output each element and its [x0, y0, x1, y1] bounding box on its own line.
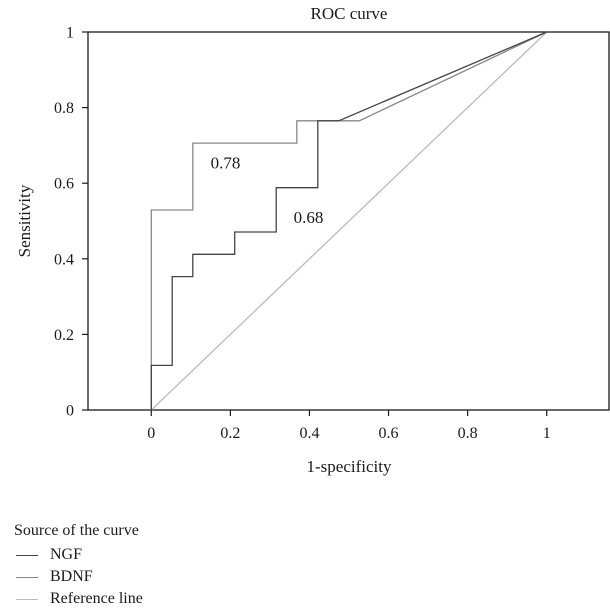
x-tick-label: 0	[147, 425, 155, 442]
x-tick-label: 0.2	[220, 425, 240, 442]
roc-chart: ROC curve 0 0.2 0.4 0.6 0.8 1 00.20.40.60.81 …	[15, 4, 610, 476]
y-tick-label: 0.4	[54, 251, 74, 268]
plot-frame	[87, 31, 610, 411]
x-tick-label: 1	[543, 425, 551, 442]
y-tick-label: 0.2	[54, 327, 74, 344]
legend-label: NGF	[50, 546, 83, 563]
x-axis: 0 0.2 0.4 0.6 0.8 1	[147, 410, 551, 442]
series-line-reference-line	[150, 31, 548, 411]
legend-swatch	[16, 598, 38, 600]
legend-item-ngf: NGF	[14, 544, 143, 566]
y-tick-label: 0.6	[54, 176, 74, 193]
series-line-bdnf	[150, 31, 547, 410]
y-tick-label: 0	[66, 403, 74, 420]
y-tick-label: 1	[66, 25, 74, 42]
legend-swatch	[16, 576, 38, 578]
chart-title: ROC curve	[311, 4, 388, 23]
y-tick-label: 0.8	[54, 100, 74, 117]
y-axis: 0 0.2 0.4 0.6 0.8 1	[54, 25, 88, 420]
legend-items: NGF BDNF Reference line	[14, 544, 143, 610]
series-line-ngf	[150, 31, 547, 410]
legend-swatch	[16, 554, 38, 556]
annotation-layer: 0.78 0.68	[211, 153, 324, 227]
legend-label: Reference line	[50, 590, 143, 607]
auc-annotation: 0.78	[211, 153, 241, 172]
auc-annotation: 0.68	[294, 208, 324, 227]
series-layer	[150, 31, 548, 411]
legend-item-reference-line: Reference line	[14, 588, 143, 610]
y-axis-label: Sensitivity	[15, 184, 34, 257]
legend-item-bdnf: BDNF	[14, 566, 143, 588]
legend-label: BDNF	[50, 568, 93, 585]
legend: Source of the curve NGF BDNF Reference lin…	[14, 522, 143, 610]
x-tick-label: 0.4	[299, 425, 319, 442]
x-tick-label: 0.6	[379, 425, 399, 442]
legend-title: Source of the curve	[14, 522, 139, 539]
x-tick-label: 0.8	[458, 425, 478, 442]
x-axis-label: 1-specificity	[307, 457, 392, 476]
